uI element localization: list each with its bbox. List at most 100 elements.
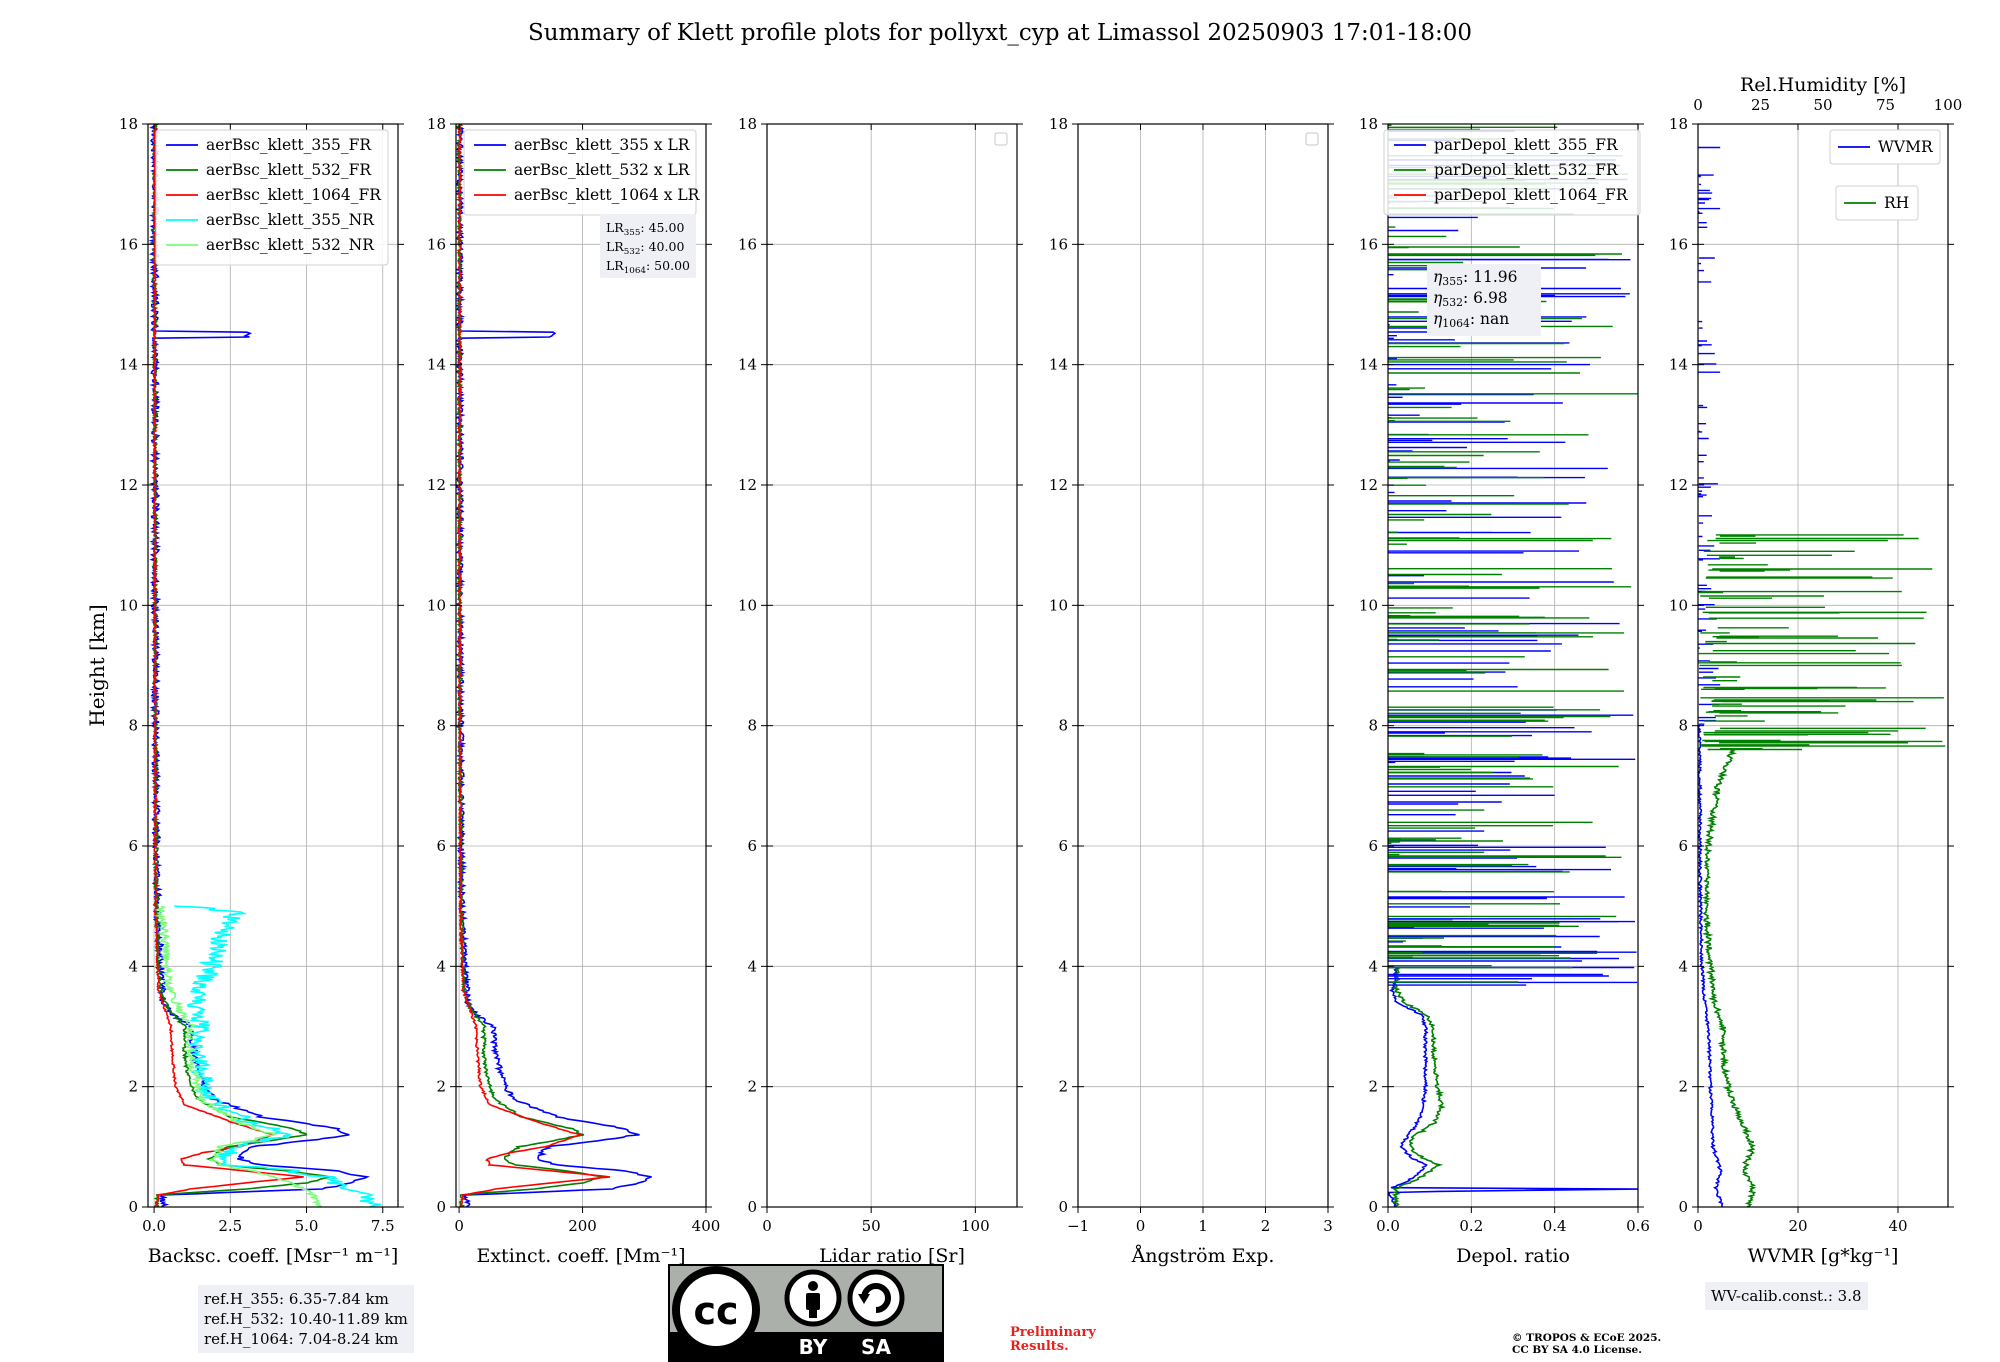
y-axis-label: Height [km] xyxy=(85,604,109,726)
legend-entry: aerBsc_klett_532 x LR xyxy=(514,161,691,179)
spikes-WVMR-sparse xyxy=(1698,146,1721,725)
y-tick-label: 10 xyxy=(1049,596,1068,614)
y-tick-label: 0 xyxy=(1368,1198,1378,1216)
x2-tick-label: 0 xyxy=(1693,96,1703,114)
legend-entry: aerBsc_klett_532_FR xyxy=(206,161,372,179)
ref-height-355: ref.H_355: 6.35-7.84 km xyxy=(204,1290,389,1308)
x-tick-label: 400 xyxy=(692,1217,721,1235)
panel-extinction: 0 2 4 6 8 10 12 14 16 18 0 200 400 Extinct. coeff. [M… xyxy=(427,115,720,1267)
sa-label: SA xyxy=(861,1335,891,1359)
y-tick-label: 16 xyxy=(738,235,757,253)
y-tick-label: 16 xyxy=(1669,235,1688,253)
y-tick-label: 2 xyxy=(747,1078,757,1096)
axes-frame xyxy=(455,123,707,1208)
spikes-RH-sparse xyxy=(1698,534,1946,751)
cc-letters: cc xyxy=(693,1289,738,1333)
series-1064-x-LR xyxy=(456,124,610,1207)
y-tick-label: 6 xyxy=(436,837,446,855)
series-RH xyxy=(1701,748,1757,1207)
copyright-line-1: © TROPOS & ECoE 2025. xyxy=(1512,1332,1662,1344)
legend-box xyxy=(1829,129,1941,165)
y-tick-label: 4 xyxy=(128,957,138,975)
ref-height-1064: ref.H_1064: 7.04-8.24 km xyxy=(204,1330,399,1348)
y-tick-label: 18 xyxy=(427,115,446,133)
y-tick-label: 12 xyxy=(427,476,446,494)
y-tick-label: 14 xyxy=(427,356,446,374)
empty-legend-box xyxy=(994,132,1008,146)
sa-share-icon xyxy=(847,1269,905,1327)
y-tick-label: 10 xyxy=(427,596,446,614)
y-tick-label: 18 xyxy=(1359,115,1378,133)
legend-rh: RH xyxy=(1835,185,1919,221)
y-tick-label: 4 xyxy=(1678,957,1688,975)
y-tick-label: 14 xyxy=(738,356,757,374)
legend: aerBsc_klett_355_FR aerBsc_klett_532_FRae… xyxy=(155,129,389,266)
y-tick-label: 2 xyxy=(1368,1078,1378,1096)
axes-frame xyxy=(1387,123,1639,1208)
y-tick-label: 2 xyxy=(1678,1078,1688,1096)
wv-calibration-text: WV-calib.const.: 3.8 xyxy=(1711,1287,1862,1305)
y-tick-label: 0 xyxy=(1678,1198,1688,1216)
plot-area-extinction xyxy=(456,124,652,1207)
legend-box xyxy=(1383,129,1641,216)
y-tick-label: 6 xyxy=(1058,837,1068,855)
y-tick-label: 0 xyxy=(747,1198,757,1216)
plot-area-backscatter xyxy=(148,124,382,1207)
x-axis-label: WVMR [g*kg⁻¹] xyxy=(1748,1245,1899,1267)
legend-entry: parDepol_klett_1064_FR xyxy=(1434,186,1629,204)
y-tick-label: 12 xyxy=(1669,476,1688,494)
y-tick-label: 2 xyxy=(128,1078,138,1096)
y-tick-label: 8 xyxy=(1058,717,1068,735)
y-tick-label: 6 xyxy=(128,837,138,855)
panel-backscatter: 0 2 4 6 8 10 12 14 16 18 0.0 2.5 5.0 7.5 Backsc. coeff… xyxy=(119,115,404,1267)
y-tick-label: 6 xyxy=(747,837,757,855)
y-tick-label: 4 xyxy=(1058,957,1068,975)
y-tick-label: 4 xyxy=(436,957,446,975)
panel-lidar_ratio: 0 2 4 6 8 10 12 14 16 18 0 50 100 Lidar ratio [Sr] xyxy=(738,115,1023,1267)
legend-entry: aerBsc_klett_355_FR xyxy=(206,136,372,154)
annotation-line: η532: 6.98 xyxy=(1433,289,1508,309)
x-axis-label: Extinct. coeff. [Mm⁻¹] xyxy=(476,1245,685,1267)
y-tick-label: 18 xyxy=(1669,115,1688,133)
legend-wvmr: WVMR xyxy=(1829,129,1941,165)
series-aerBsc-klett-355-FR xyxy=(148,124,371,1207)
x-tick-label: 0 xyxy=(1136,1217,1146,1235)
wv-calibration-box: WV-calib.const.: 3.8 xyxy=(1705,1282,1868,1310)
y-tick-label: 4 xyxy=(747,957,757,975)
preliminary-line-2: Results. xyxy=(1010,1339,1069,1354)
plot-area-wvmr xyxy=(1698,146,1946,1207)
x-tick-label: 0.4 xyxy=(1543,1217,1567,1235)
reference-heights-box: ref.H_355: 6.35-7.84 km ref.H_532: 10.40… xyxy=(198,1285,414,1353)
y-tick-label: 8 xyxy=(436,717,446,735)
legend-entry: aerBsc_klett_355 x LR xyxy=(514,136,691,154)
figure-title: Summary of Klett profile plots for polly… xyxy=(527,20,1473,46)
annotation-line: LR1064: 50.00 xyxy=(606,258,690,276)
series-aerBsc-klett-1064-FR xyxy=(151,124,304,1207)
x-tick-label: 2.5 xyxy=(218,1217,242,1235)
y-tick-label: 8 xyxy=(128,717,138,735)
axes-frame xyxy=(1697,123,1949,1208)
x-tick-label: 0.0 xyxy=(1376,1217,1400,1235)
legend-entry: parDepol_klett_532_FR xyxy=(1434,161,1619,179)
legend-entry: aerBsc_klett_355_NR xyxy=(206,211,375,229)
x-tick-label: 5.0 xyxy=(295,1217,319,1235)
x2-tick-label: 50 xyxy=(1813,96,1832,114)
series-aerBsc-klett-355-NR xyxy=(174,905,382,1207)
ref-height-532: ref.H_532: 10.40-11.89 km xyxy=(204,1310,408,1328)
y-tick-label: 18 xyxy=(119,115,138,133)
y-tick-label: 18 xyxy=(738,115,757,133)
y-tick-label: 18 xyxy=(1049,115,1068,133)
legend: aerBsc_klett_355 x LR aerBsc_klett_532 x … xyxy=(463,129,701,216)
panel-wvmr: 0 2 4 6 8 10 12 14 16 18 0 20 40 WVMR [g*kg⁻¹] 0 25 50 75… xyxy=(1669,74,1962,1267)
y-tick-label: 16 xyxy=(427,235,446,253)
y-tick-label: 6 xyxy=(1368,837,1378,855)
y-tick-label: 16 xyxy=(119,235,138,253)
x-tick-label: 40 xyxy=(1888,1217,1907,1235)
x-tick-label: 1 xyxy=(1198,1217,1208,1235)
spikes-532-spikes xyxy=(1388,124,1638,983)
y-tick-label: 10 xyxy=(1359,596,1378,614)
x-tick-label: 0.2 xyxy=(1459,1217,1483,1235)
